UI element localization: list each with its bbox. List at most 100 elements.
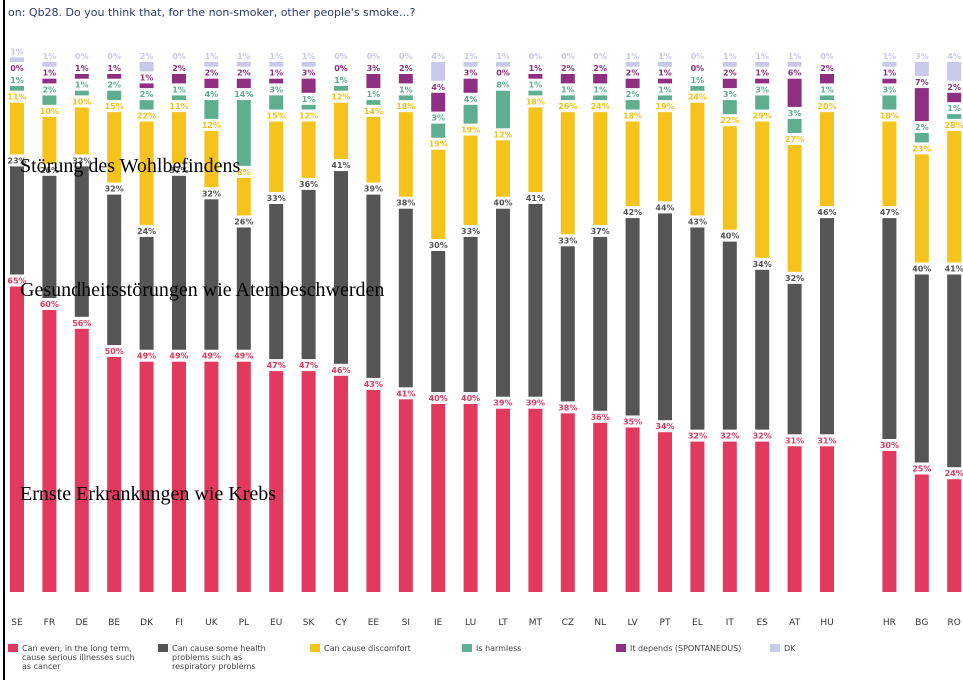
bar-segment — [107, 90, 122, 101]
x-tick-label: IT — [726, 618, 735, 628]
value-label: 1% — [691, 76, 705, 85]
x-tick-label: HR — [883, 618, 896, 628]
value-label: 3% — [788, 109, 802, 118]
value-label: 1% — [75, 81, 89, 90]
value-label: 1% — [10, 76, 24, 85]
value-label: 1% — [593, 85, 607, 94]
x-tick-label: BE — [108, 618, 120, 628]
value-label: 38% — [558, 403, 577, 412]
value-label: 3% — [302, 69, 316, 78]
bar-segment — [820, 446, 834, 592]
legend-swatch — [462, 644, 472, 652]
bar-segment — [820, 74, 834, 84]
bar-segment — [431, 62, 446, 81]
bar-segment — [914, 88, 929, 121]
x-tick-label: SE — [11, 618, 23, 628]
bar-segment — [658, 213, 672, 421]
bar-segment — [787, 145, 802, 272]
value-label: 30% — [880, 441, 899, 450]
value-label: 3% — [269, 85, 283, 94]
bar-segment — [787, 283, 802, 435]
x-tick-label: PL — [239, 618, 249, 628]
value-label: 4% — [431, 83, 445, 92]
bar-segment — [139, 62, 154, 72]
bar-segment — [496, 90, 510, 129]
value-label: 1% — [43, 69, 57, 78]
x-tick-label: FI — [175, 618, 183, 628]
value-label: 0% — [367, 52, 381, 61]
x-tick-label: AT — [789, 618, 800, 628]
bar-segment — [42, 310, 57, 592]
bar-segment — [463, 404, 478, 592]
value-label: 29% — [753, 112, 772, 121]
x-tick-label: UK — [205, 618, 219, 628]
value-label: 36% — [591, 413, 610, 422]
bar-segment — [820, 218, 834, 435]
bar-segment — [625, 100, 640, 110]
value-label: 28% — [945, 121, 963, 130]
bar-segment — [722, 441, 737, 592]
legend-swatch — [8, 644, 18, 652]
value-label: 38% — [396, 199, 415, 208]
value-label: 46% — [331, 366, 350, 375]
bar-segment — [334, 102, 348, 160]
bar-segment — [139, 100, 154, 110]
value-label: 8% — [496, 81, 510, 90]
value-label: 23% — [7, 156, 26, 165]
value-label: 33% — [461, 227, 480, 236]
value-label: 2% — [140, 52, 154, 61]
bar-segment — [172, 95, 186, 101]
value-label: 18% — [526, 97, 545, 106]
value-label: 60% — [40, 300, 59, 309]
bar-segment — [204, 199, 219, 350]
value-label: 1% — [947, 104, 961, 113]
bar-segment — [139, 361, 154, 592]
x-tick-label: LU — [465, 618, 476, 628]
bar-segment — [755, 441, 770, 592]
bar-segment — [172, 74, 186, 84]
value-label: 49% — [202, 352, 221, 361]
bar-segment — [914, 274, 929, 463]
bar-segment — [625, 218, 640, 416]
bar-segment — [914, 62, 929, 77]
value-label: 1% — [107, 64, 121, 73]
value-label: 1% — [529, 81, 543, 90]
bar-segment — [593, 112, 608, 225]
legend-swatch — [770, 644, 780, 652]
bar-segment — [914, 154, 929, 263]
bar-segment — [334, 86, 348, 91]
value-label: 1% — [43, 52, 57, 61]
bar-segment — [269, 78, 284, 84]
bar-segment — [722, 62, 737, 67]
bar-segment — [398, 399, 413, 592]
value-label: 1% — [269, 52, 283, 61]
bar-segment — [431, 92, 446, 112]
bar-segment — [301, 78, 316, 93]
value-label: 14% — [364, 107, 383, 116]
value-label: 50% — [105, 347, 124, 356]
x-tick-label: PT — [660, 618, 671, 628]
value-label: 2% — [915, 123, 929, 132]
bar-segment — [204, 78, 219, 89]
value-label: 6% — [788, 69, 802, 78]
bar-segment — [787, 78, 802, 107]
value-label: 10% — [40, 107, 59, 116]
x-tick-label: LT — [498, 618, 508, 628]
value-label: 37% — [591, 227, 610, 236]
legend-label: Can cause discomfort — [324, 644, 411, 653]
bar-segment — [658, 78, 672, 84]
value-label: 43% — [688, 218, 707, 227]
value-label: 1% — [399, 85, 413, 94]
legend-label: DK — [784, 644, 796, 653]
value-label: 25% — [912, 465, 931, 474]
value-label: 1% — [658, 69, 672, 78]
bar-segment — [722, 78, 737, 89]
value-label: 40% — [720, 232, 739, 241]
bar-segment — [560, 74, 575, 84]
value-label: 0% — [10, 64, 24, 73]
bar-segment — [882, 95, 897, 110]
legend-item: It depends (SPONTANEOUS) — [616, 644, 746, 653]
value-label: 56% — [72, 319, 91, 328]
bar-segment — [658, 95, 672, 101]
bar-segment — [10, 57, 24, 62]
